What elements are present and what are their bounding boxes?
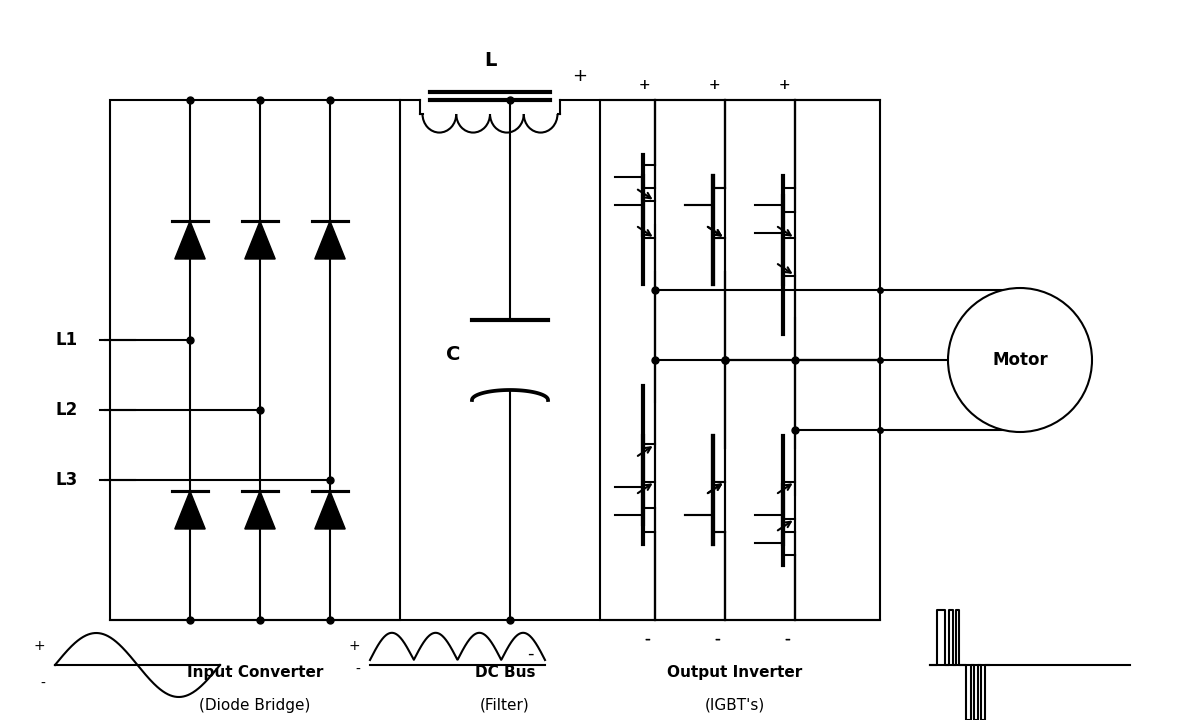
Text: -: - — [714, 630, 720, 648]
Text: +: + — [638, 78, 650, 92]
Text: L2: L2 — [55, 401, 78, 419]
Text: -: - — [784, 630, 790, 648]
Text: DC Bus: DC Bus — [475, 665, 535, 680]
Text: -: - — [355, 663, 360, 677]
Text: +: + — [778, 78, 790, 92]
Text: +: + — [33, 639, 45, 653]
Bar — [110, 100, 400, 620]
Polygon shape — [174, 221, 205, 259]
Text: C: C — [446, 346, 460, 364]
Polygon shape — [315, 491, 345, 529]
Polygon shape — [174, 491, 205, 529]
Text: +: + — [348, 639, 360, 653]
Text: -: - — [644, 630, 650, 648]
Text: +: + — [709, 78, 720, 92]
Bar — [600, 100, 880, 620]
Polygon shape — [315, 221, 345, 259]
Text: +: + — [638, 78, 650, 92]
Polygon shape — [245, 221, 275, 259]
Text: L: L — [483, 51, 496, 70]
Text: L1: L1 — [55, 331, 77, 349]
Text: (Diode Bridge): (Diode Bridge) — [199, 698, 311, 713]
Text: Motor: Motor — [992, 351, 1048, 369]
Polygon shape — [245, 491, 275, 529]
Text: -: - — [527, 645, 533, 663]
Text: -: - — [784, 630, 790, 648]
Text: +: + — [573, 67, 587, 85]
Text: -: - — [40, 678, 45, 691]
Text: (Filter): (Filter) — [480, 698, 529, 713]
Text: Input Converter: Input Converter — [186, 665, 323, 680]
Circle shape — [948, 288, 1092, 432]
Text: (IGBT's): (IGBT's) — [705, 698, 765, 713]
Text: +: + — [709, 78, 720, 92]
Text: +: + — [778, 78, 790, 92]
Text: L3: L3 — [55, 471, 78, 489]
Text: -: - — [714, 630, 720, 648]
Text: Output Inverter: Output Inverter — [667, 665, 803, 680]
Text: -: - — [644, 630, 650, 648]
